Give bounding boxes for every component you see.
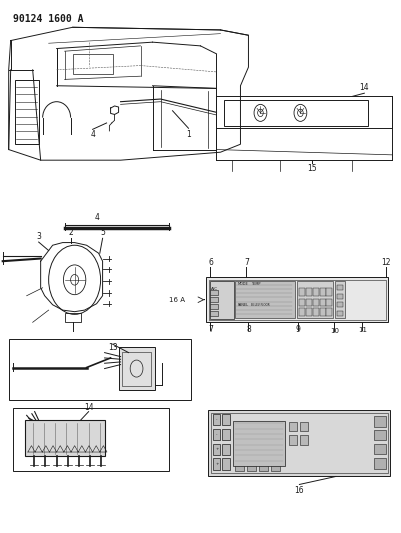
Bar xyxy=(213,443,221,455)
Text: MODE: MODE xyxy=(237,282,248,286)
Bar xyxy=(211,304,219,309)
Bar xyxy=(337,302,343,308)
Text: -: - xyxy=(216,432,218,437)
Text: BI-LEV FLOOR: BI-LEV FLOOR xyxy=(251,303,270,308)
Bar xyxy=(235,466,244,471)
Text: 11: 11 xyxy=(358,327,367,333)
Text: 14: 14 xyxy=(84,402,93,411)
Bar xyxy=(337,294,343,299)
Bar xyxy=(374,443,385,454)
Bar xyxy=(211,297,219,302)
Bar xyxy=(213,458,221,470)
Text: -: - xyxy=(216,417,218,422)
Text: 5: 5 xyxy=(100,228,105,237)
Bar xyxy=(320,288,326,296)
Bar xyxy=(313,309,319,316)
Bar xyxy=(300,435,308,445)
Bar xyxy=(320,299,326,306)
Bar xyxy=(211,311,219,316)
Text: +: + xyxy=(215,447,219,451)
Bar xyxy=(122,352,151,385)
Bar xyxy=(374,416,385,426)
Text: A/C: A/C xyxy=(211,287,219,290)
Bar xyxy=(213,429,221,440)
Bar xyxy=(15,80,38,144)
Bar xyxy=(259,466,268,471)
Text: 4: 4 xyxy=(94,213,99,222)
Bar xyxy=(223,458,230,470)
Bar xyxy=(337,311,343,316)
Bar xyxy=(211,413,388,473)
Text: 12: 12 xyxy=(382,259,391,268)
Bar xyxy=(335,281,345,318)
Bar xyxy=(320,309,326,316)
Bar xyxy=(9,340,190,400)
Bar xyxy=(326,309,332,316)
Text: 90124 1600 A: 90124 1600 A xyxy=(13,14,83,24)
Bar xyxy=(297,281,333,318)
Text: 7: 7 xyxy=(244,259,249,268)
Bar xyxy=(209,410,390,477)
Bar xyxy=(65,313,81,322)
Bar xyxy=(299,288,305,296)
Bar xyxy=(247,466,256,471)
Bar xyxy=(374,458,385,469)
Bar xyxy=(119,348,154,390)
Text: 6: 6 xyxy=(208,259,213,268)
Text: 4: 4 xyxy=(90,131,95,140)
Bar xyxy=(210,281,234,319)
Bar xyxy=(271,466,280,471)
Text: 1: 1 xyxy=(186,131,191,140)
Bar xyxy=(299,309,305,316)
Bar xyxy=(223,443,230,455)
Bar xyxy=(313,288,319,296)
Bar xyxy=(73,54,113,74)
Bar xyxy=(207,277,388,322)
Bar xyxy=(223,414,230,425)
Bar xyxy=(289,422,297,431)
Text: 16: 16 xyxy=(295,486,304,495)
Bar xyxy=(300,422,308,431)
Bar xyxy=(313,299,319,306)
Text: 16 A: 16 A xyxy=(168,297,184,303)
Text: 10: 10 xyxy=(330,328,339,334)
Text: 8: 8 xyxy=(246,325,251,334)
Bar xyxy=(235,281,295,318)
Bar xyxy=(306,309,312,316)
Bar xyxy=(306,288,312,296)
Bar xyxy=(225,100,369,126)
Bar xyxy=(337,285,343,290)
Bar xyxy=(13,408,168,471)
Text: TEMP: TEMP xyxy=(251,282,261,286)
Bar xyxy=(306,299,312,306)
Text: 3: 3 xyxy=(36,232,41,241)
Bar xyxy=(213,414,221,425)
Bar xyxy=(233,421,285,466)
Text: 15: 15 xyxy=(308,164,317,173)
Bar xyxy=(299,299,305,306)
Text: 13: 13 xyxy=(108,343,117,352)
Bar xyxy=(326,288,332,296)
Text: PANEL: PANEL xyxy=(237,303,248,308)
Bar xyxy=(289,435,297,445)
Text: 9: 9 xyxy=(296,325,301,334)
Text: 14: 14 xyxy=(360,83,369,92)
Text: 2: 2 xyxy=(68,228,73,237)
Bar xyxy=(326,299,332,306)
Bar xyxy=(25,420,105,456)
Bar xyxy=(211,290,219,295)
Bar xyxy=(223,429,230,440)
Bar xyxy=(209,280,385,320)
Bar xyxy=(374,430,385,440)
Text: 7: 7 xyxy=(208,325,213,334)
Text: +: + xyxy=(215,462,219,466)
